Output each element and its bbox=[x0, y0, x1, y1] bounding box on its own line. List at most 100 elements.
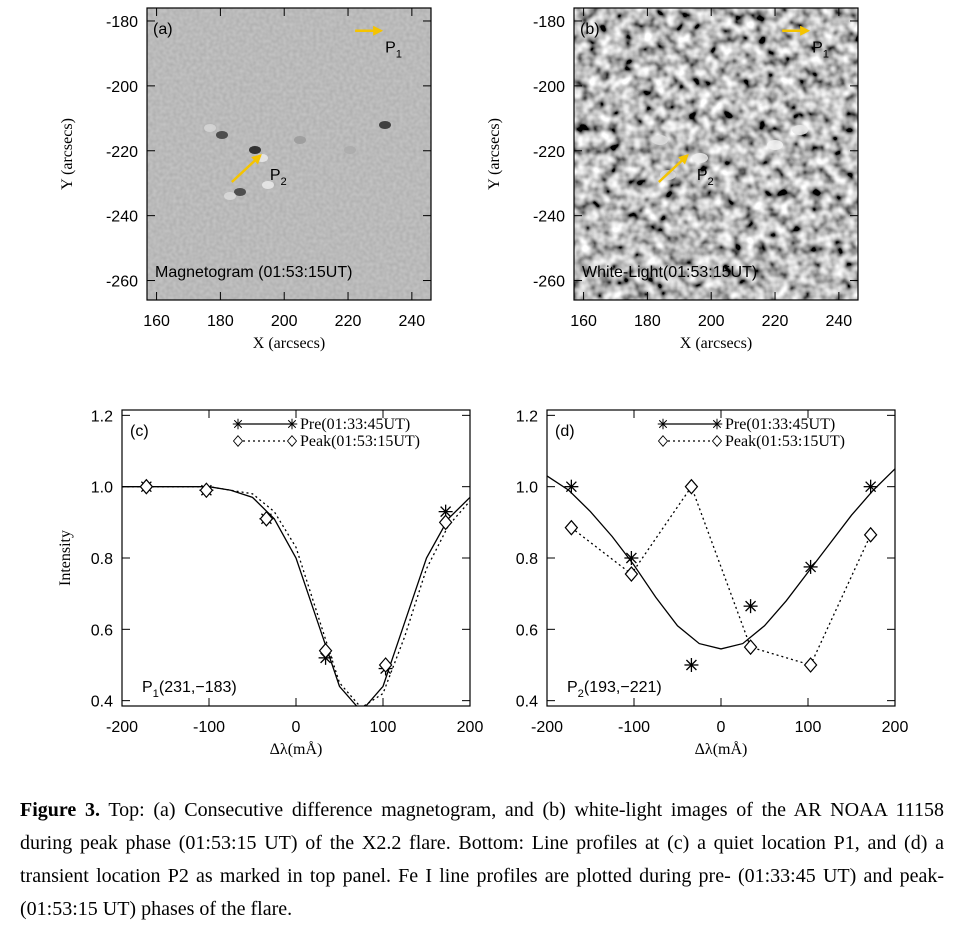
x-tick-label: -100 bbox=[193, 719, 225, 736]
marker: P1 bbox=[782, 25, 829, 61]
point-label: P2(193,−221) bbox=[567, 679, 662, 700]
y-tick-label: 0.8 bbox=[91, 551, 113, 568]
star-stroke bbox=[745, 600, 757, 612]
diamond bbox=[139, 478, 154, 495]
x-tick-label: -200 bbox=[106, 719, 138, 736]
y-tick-label: 0.6 bbox=[516, 622, 538, 639]
data-point bbox=[863, 479, 878, 494]
star-stroke bbox=[440, 506, 452, 518]
line-panel: -200 -100 0 100 200 0.4 0.6 0.8 1.0 1.2 Δλ(mÅ) Inte… bbox=[57, 408, 483, 758]
point-label-part: 1 bbox=[153, 688, 159, 700]
diamond bbox=[684, 478, 699, 495]
panel-label: (c) bbox=[130, 423, 149, 440]
marker-label-part: P bbox=[270, 167, 281, 184]
line-panel: -200 -100 0 100 200 0.4 0.6 0.8 1.0 1.2 Δλ(mÅ) Pre(… bbox=[516, 408, 909, 758]
marker-label-part: 1 bbox=[823, 49, 829, 61]
point-label-part: (193,−221) bbox=[584, 679, 662, 696]
x-tick-label: -100 bbox=[618, 719, 650, 736]
data-point bbox=[139, 478, 154, 495]
image-feature bbox=[216, 131, 228, 139]
image-panel: 160 180 200 220 240 -260 -240 -220 -200 -180 X (ar… bbox=[59, 7, 432, 352]
image-feature bbox=[792, 125, 808, 135]
y-tick-label: 0.4 bbox=[91, 694, 113, 711]
legend-marker bbox=[711, 418, 723, 430]
star-stroke bbox=[625, 552, 637, 564]
caption: Figure 3. Top: (a) Consecutive differenc… bbox=[20, 794, 944, 926]
y-tick-label: -200 bbox=[106, 79, 138, 96]
marker-label: P1 bbox=[812, 40, 829, 61]
frame bbox=[573, 7, 859, 301]
legend-marker bbox=[286, 435, 298, 447]
x-tick-label: 240 bbox=[399, 313, 426, 330]
x-tick-label: -200 bbox=[531, 719, 563, 736]
x-axis-label: Δλ(mÅ) bbox=[270, 740, 323, 758]
y-tick-label: -200 bbox=[533, 79, 565, 96]
data-point bbox=[684, 478, 699, 495]
marker-arrow-head bbox=[251, 154, 262, 165]
x-tick-label: 160 bbox=[143, 313, 170, 330]
y-axis-label: Intensity bbox=[57, 530, 74, 586]
marker-label-part: 2 bbox=[708, 176, 714, 188]
marker: P1 bbox=[355, 25, 402, 61]
x-tick-label: 200 bbox=[698, 313, 725, 330]
star-stroke bbox=[565, 481, 577, 493]
star-stroke bbox=[805, 561, 817, 573]
y-tick-label: 1.2 bbox=[516, 408, 538, 425]
data-point bbox=[378, 657, 393, 673]
marker-label: P1 bbox=[385, 40, 402, 61]
image-feature bbox=[294, 136, 306, 144]
panel-label: (d) bbox=[555, 423, 575, 440]
x-tick-label: 180 bbox=[634, 313, 661, 330]
data-point bbox=[564, 519, 579, 536]
x-axis-label: X (arcsecs) bbox=[253, 335, 325, 352]
legend-item: Peak(01:53:15UT) bbox=[657, 433, 845, 450]
marker-label: P2 bbox=[697, 167, 714, 188]
legend-label: Pre(01:33:45UT) bbox=[725, 416, 835, 433]
data-point bbox=[803, 657, 818, 673]
point-label-part: P bbox=[142, 679, 153, 696]
x-tick-label: 0 bbox=[717, 719, 726, 736]
data-point bbox=[743, 599, 758, 614]
legend-item: Pre(01:33:45UT) bbox=[232, 416, 410, 433]
y-tick-label: 0.4 bbox=[516, 694, 538, 711]
marker-arrow-head bbox=[373, 25, 384, 36]
image-feature bbox=[652, 135, 668, 145]
y-tick-label: -220 bbox=[106, 144, 138, 161]
caption-text: Top: (a) Consecutive difference magnetog… bbox=[20, 799, 945, 920]
series-line bbox=[547, 468, 895, 650]
diamond bbox=[624, 566, 639, 582]
star-stroke bbox=[658, 419, 668, 429]
diamond bbox=[232, 435, 244, 447]
y-tick-label: 0.8 bbox=[516, 551, 538, 568]
data-point bbox=[318, 642, 333, 659]
star-stroke bbox=[287, 419, 297, 429]
x-tick-label: 100 bbox=[370, 719, 397, 736]
legend-label: Peak(01:53:15UT) bbox=[725, 433, 845, 450]
marker-label-part: P bbox=[385, 40, 396, 57]
image-feature bbox=[344, 146, 356, 154]
legend-marker bbox=[286, 418, 298, 430]
legend-label: Peak(01:53:15UT) bbox=[300, 433, 420, 450]
marker-label: P2 bbox=[270, 167, 287, 188]
legend-marker bbox=[657, 435, 669, 447]
star-stroke bbox=[865, 481, 877, 493]
x-tick-label: 180 bbox=[207, 313, 234, 330]
data-point bbox=[624, 566, 639, 582]
y-tick-label: -240 bbox=[106, 209, 138, 226]
marker-arrow-head bbox=[800, 25, 811, 36]
y-axis-label: Y (arcsecs) bbox=[59, 118, 76, 190]
image-feature bbox=[204, 124, 216, 132]
x-tick-label: 220 bbox=[762, 313, 789, 330]
star-stroke bbox=[685, 659, 697, 671]
marker-label-part: P bbox=[812, 40, 823, 57]
x-axis-label: X (arcsecs) bbox=[680, 335, 752, 352]
y-tick-label: -180 bbox=[106, 14, 138, 31]
y-tick-label: -240 bbox=[533, 209, 565, 226]
diamond bbox=[743, 639, 758, 656]
y-tick-label: -220 bbox=[533, 144, 565, 161]
x-axis-label: Δλ(mÅ) bbox=[695, 740, 748, 758]
diamond bbox=[564, 519, 579, 536]
data-point bbox=[564, 479, 579, 494]
y-tick-label: -260 bbox=[533, 274, 565, 291]
image-feature bbox=[234, 188, 246, 196]
